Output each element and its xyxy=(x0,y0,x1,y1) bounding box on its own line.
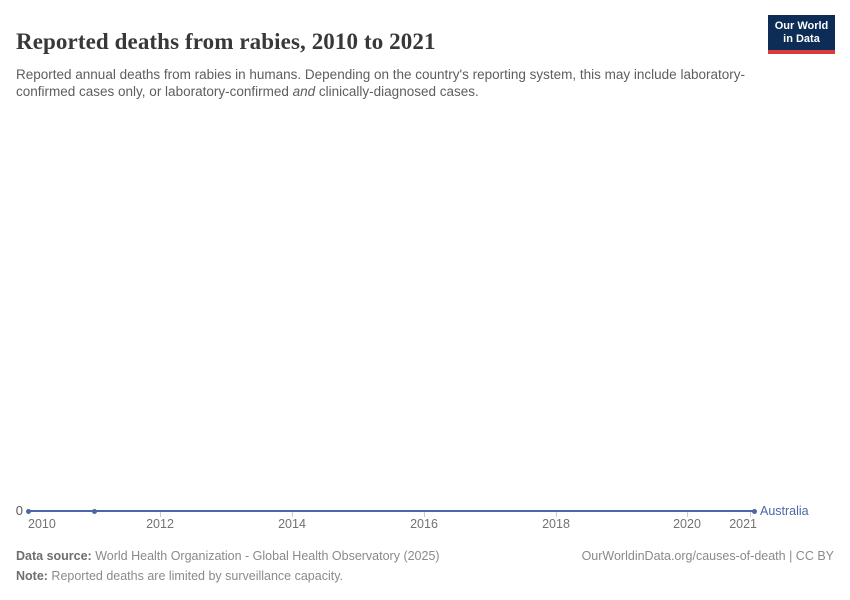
x-tick-2018 xyxy=(556,512,557,517)
chart-subtitle: Reported annual deaths from rabies in hu… xyxy=(16,66,752,101)
data-source-line: Data source: World Health Organization -… xyxy=(16,547,440,565)
x-tick-label-2021: 2021 xyxy=(729,517,757,531)
data-point-marker-2011[interactable] xyxy=(91,508,97,514)
license-link[interactable]: OurWorldinData.org/causes-of-death | CC … xyxy=(581,549,834,563)
x-tick-2012 xyxy=(160,512,161,517)
subtitle-text: Reported annual deaths from rabies in hu… xyxy=(16,66,745,100)
x-tick-label-2018: 2018 xyxy=(542,517,570,531)
x-tick-2016 xyxy=(424,512,425,517)
data-point-marker-2021[interactable] xyxy=(752,508,757,514)
owid-logo[interactable]: Our World in Data xyxy=(768,15,835,54)
chart-title: Reported deaths from rabies, 2010 to 202… xyxy=(16,29,436,55)
note-label: Note: xyxy=(16,569,48,583)
x-tick-2021 xyxy=(750,512,751,517)
x-tick-2014 xyxy=(292,512,293,517)
y-axis-zero-label: 0 xyxy=(15,503,23,518)
series-entity-label[interactable]: Australia xyxy=(760,504,809,518)
data-source-label: Data source: xyxy=(16,549,92,563)
data-source-text: World Health Organization - Global Healt… xyxy=(91,549,440,563)
note-line: Note: Reported deaths are limited by sur… xyxy=(16,569,343,583)
data-point-marker-2010[interactable] xyxy=(25,508,31,514)
note-text: Reported deaths are limited by surveilla… xyxy=(47,569,344,583)
chart-footer: Data source: World Health Organization -… xyxy=(16,547,834,585)
owid-logo-line1: Our World xyxy=(774,19,829,32)
x-tick-label-2020: 2020 xyxy=(673,517,701,531)
x-tick-label-2014: 2014 xyxy=(278,517,306,531)
subtitle-text-end: clinically-diagnosed cases. xyxy=(315,84,479,99)
x-tick-label-2012: 2012 xyxy=(146,517,174,531)
series-line-australia[interactable] xyxy=(28,510,755,512)
subtitle-italic-word: and xyxy=(292,84,316,99)
owid-logo-line2: in Data xyxy=(783,32,820,45)
x-tick-label-2010: 2010 xyxy=(28,517,56,531)
x-tick-label-2016: 2016 xyxy=(410,517,438,531)
x-tick-2020 xyxy=(687,512,688,517)
